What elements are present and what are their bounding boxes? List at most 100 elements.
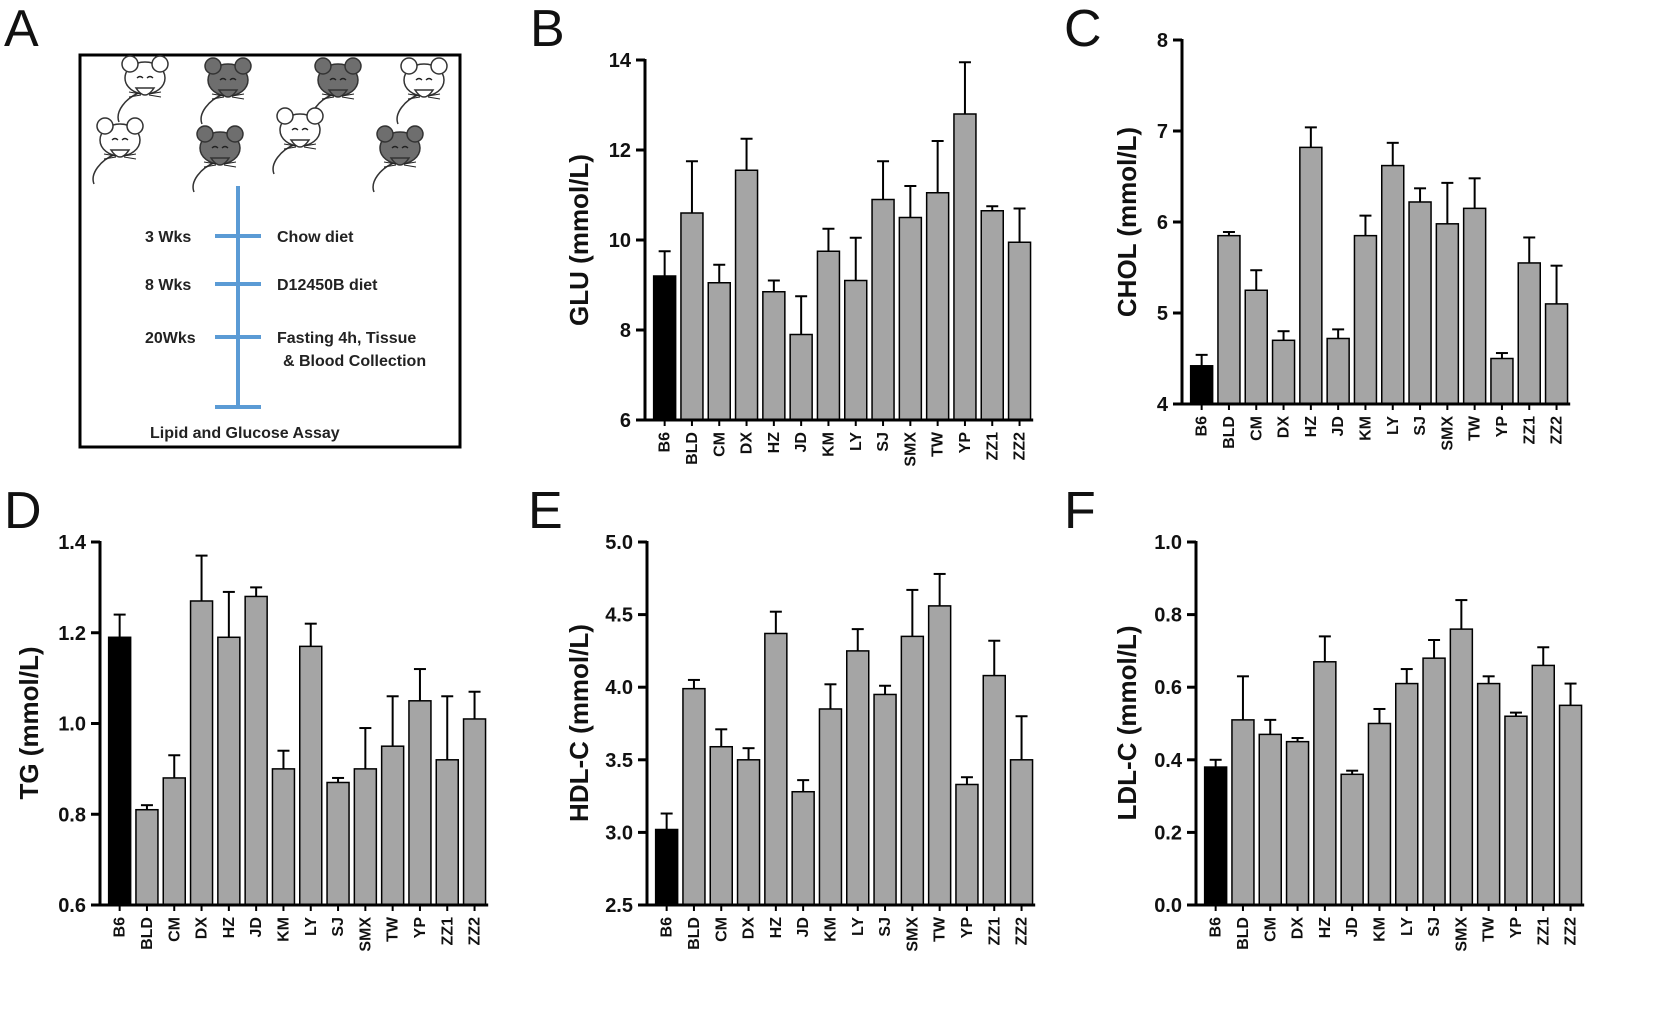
x-tick-label: BLD [684,432,701,465]
x-tick-label: JD [1344,917,1361,937]
bar-ly [1381,164,1405,405]
bar-bld [1231,719,1255,906]
y-tick-label: 2.5 [605,895,633,917]
bar-km [1353,234,1378,405]
y-tick-label: 0.8 [58,804,86,826]
x-tick-label: BLD [1221,416,1238,449]
bar-ly [846,650,870,906]
y-axis-label: LDL-C (mmol/L) [1112,626,1142,821]
chart-tg: TG (mmol/L) B6 BLD CM DX HZ JD KM LY SJ SMX TW YP ZZ1… [14,532,489,952]
y-tick-label: 4.0 [605,677,633,699]
x-tick-label: YP [1494,416,1511,438]
bar-ly [1395,682,1419,906]
bar-dx [734,169,759,421]
y-tick-label: 8 [620,320,631,342]
bar-tw [927,605,952,906]
y-tick-label: 12 [609,140,631,162]
y-axis-label: GLU (mmol/L) [564,154,594,326]
y-tick-label: 4.5 [605,605,633,627]
x-tick-label: BLD [139,917,156,950]
x-tick-label: HZ [1317,917,1334,939]
x-tick-label: LY [1385,416,1402,435]
bar-b6 [107,636,132,906]
x-tick-label: ZZ2 [1012,432,1029,461]
x-tick-label: KM [1357,416,1374,441]
x-tick-label: TW [385,916,402,942]
x-tick-label: ZZ1 [986,917,1003,946]
x-tick-label: KM [275,917,292,942]
bar-tw [1476,682,1501,906]
x-tick-label: SMX [902,432,919,467]
y-tick-label: 5.0 [605,532,633,554]
x-tick-label: HZ [768,917,785,939]
x-tick-label: SMX [904,917,921,952]
bar-tw [925,192,950,421]
x-tick-label: TW [1481,916,1498,942]
x-tick-label: DX [739,432,756,455]
bar-hz [217,636,241,906]
y-tick-label: 6 [1157,212,1168,234]
x-tick-label: CM [1262,917,1279,942]
x-tick-label: CM [1248,416,1265,441]
x-tick-label: YP [1508,917,1525,939]
y-tick-label: 1.0 [1154,532,1182,554]
x-tick-label: SJ [1412,416,1429,436]
dark-mouse-icon [192,125,244,193]
bar-yp [1490,357,1514,405]
bar-b6 [1203,766,1228,906]
x-tick-label: JD [248,917,265,937]
bar-zz2 [1007,241,1032,421]
x-tick-label: DX [741,917,758,940]
schematic-frame [78,53,462,449]
bar-smx [898,216,923,421]
panel-label-f: F [1064,482,1096,540]
bar-sj [871,198,895,421]
bar-km [818,708,843,906]
y-tick-label: 0.2 [1154,822,1182,844]
bar-sj [1408,201,1432,405]
x-tick-label: CM [713,917,730,942]
timeline-end-label: Lipid and Glucose Assay [150,425,340,442]
timeline-event-line2: & Blood Collection [283,353,426,370]
bar-dx [736,759,761,906]
bar-zz1 [435,759,459,906]
x-tick-label: ZZ2 [1014,917,1031,946]
x-tick-label: LY [303,917,320,936]
x-tick-label: TW [930,431,947,457]
chart-chol: CHOL (mmol/L) B6 BLD CM DX HZ JD KM LY SJ SMX TW YP Z… [1112,30,1571,451]
bar-km [1367,722,1392,906]
x-tick-label: ZZ2 [1563,917,1580,946]
white-mouse-icon [396,57,448,125]
x-tick-label: SJ [1426,917,1443,937]
bar-b6 [654,828,679,906]
y-tick-label: 8 [1157,30,1168,52]
y-tick-label: 1.4 [58,532,87,554]
x-tick-label: SMX [1453,917,1470,952]
x-tick-label: ZZ1 [1535,917,1552,946]
bar-cm [707,282,731,421]
bar-jd [1340,773,1364,906]
timeline-event: Chow diet [277,229,354,246]
bar-smx [353,768,378,906]
x-tick-label: KM [820,432,837,457]
x-tick-label: ZZ1 [984,432,1001,461]
panel-label-b: B [530,0,565,58]
chart-hdl-c: HDL-C (mmol/L) B6 BLD CM DX HZ JD KM LY SJ SMX TW YP… [564,532,1036,952]
timeline-time: 20Wks [145,330,196,347]
y-tick-label: 0.4 [1154,750,1183,772]
timeline-event: D12450B diet [277,277,378,294]
y-tick-label: 7 [1157,121,1168,143]
y-tick-label: 1.0 [58,714,86,736]
bar-tw [1462,207,1487,405]
x-tick-label: ZZ1 [439,917,456,946]
panel-label-d: D [4,482,42,540]
bar-cm [162,777,186,906]
bar-ly [844,279,868,421]
bar-yp [955,783,979,906]
y-axis-label: TG (mmol/L) [14,646,44,799]
x-tick-label: B6 [112,917,129,938]
x-tick-label: ZZ2 [1549,416,1566,445]
x-tick-label: YP [959,917,976,939]
white-mouse-icon [272,107,324,175]
